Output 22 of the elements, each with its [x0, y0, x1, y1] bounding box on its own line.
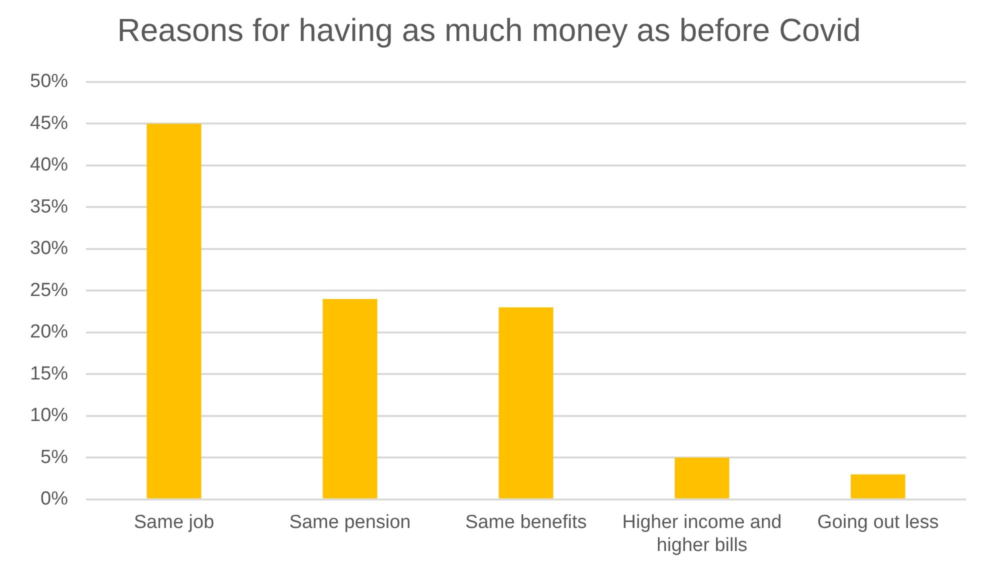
chart-title: Reasons for having as much money as before Covid [117, 12, 861, 48]
x-tick-label: Same job [134, 512, 214, 534]
y-tick-label: 10% [30, 405, 68, 426]
y-tick-label: 5% [40, 446, 68, 468]
x-tick-label: Same pension [289, 512, 411, 534]
y-tick-label: 0% [40, 488, 68, 510]
y-tick-label: 35% [30, 196, 68, 218]
bar [498, 307, 554, 498]
x-tick-label: Higher income and higher bills [622, 512, 782, 556]
y-tick-label: 30% [30, 238, 68, 260]
x-tick-label: Going out less [817, 512, 939, 534]
x-tick-label: Same benefits [465, 512, 587, 534]
bar [674, 458, 730, 498]
y-tick-label: 20% [30, 322, 68, 343]
bar [850, 474, 906, 498]
y-tick-label: 40% [30, 154, 68, 176]
y-tick-label: 45% [30, 112, 68, 134]
bar [322, 299, 378, 498]
bar [146, 124, 202, 498]
y-tick-label: 50% [30, 71, 68, 92]
y-tick-label: 15% [30, 363, 68, 384]
y-tick-label: 25% [30, 280, 68, 301]
